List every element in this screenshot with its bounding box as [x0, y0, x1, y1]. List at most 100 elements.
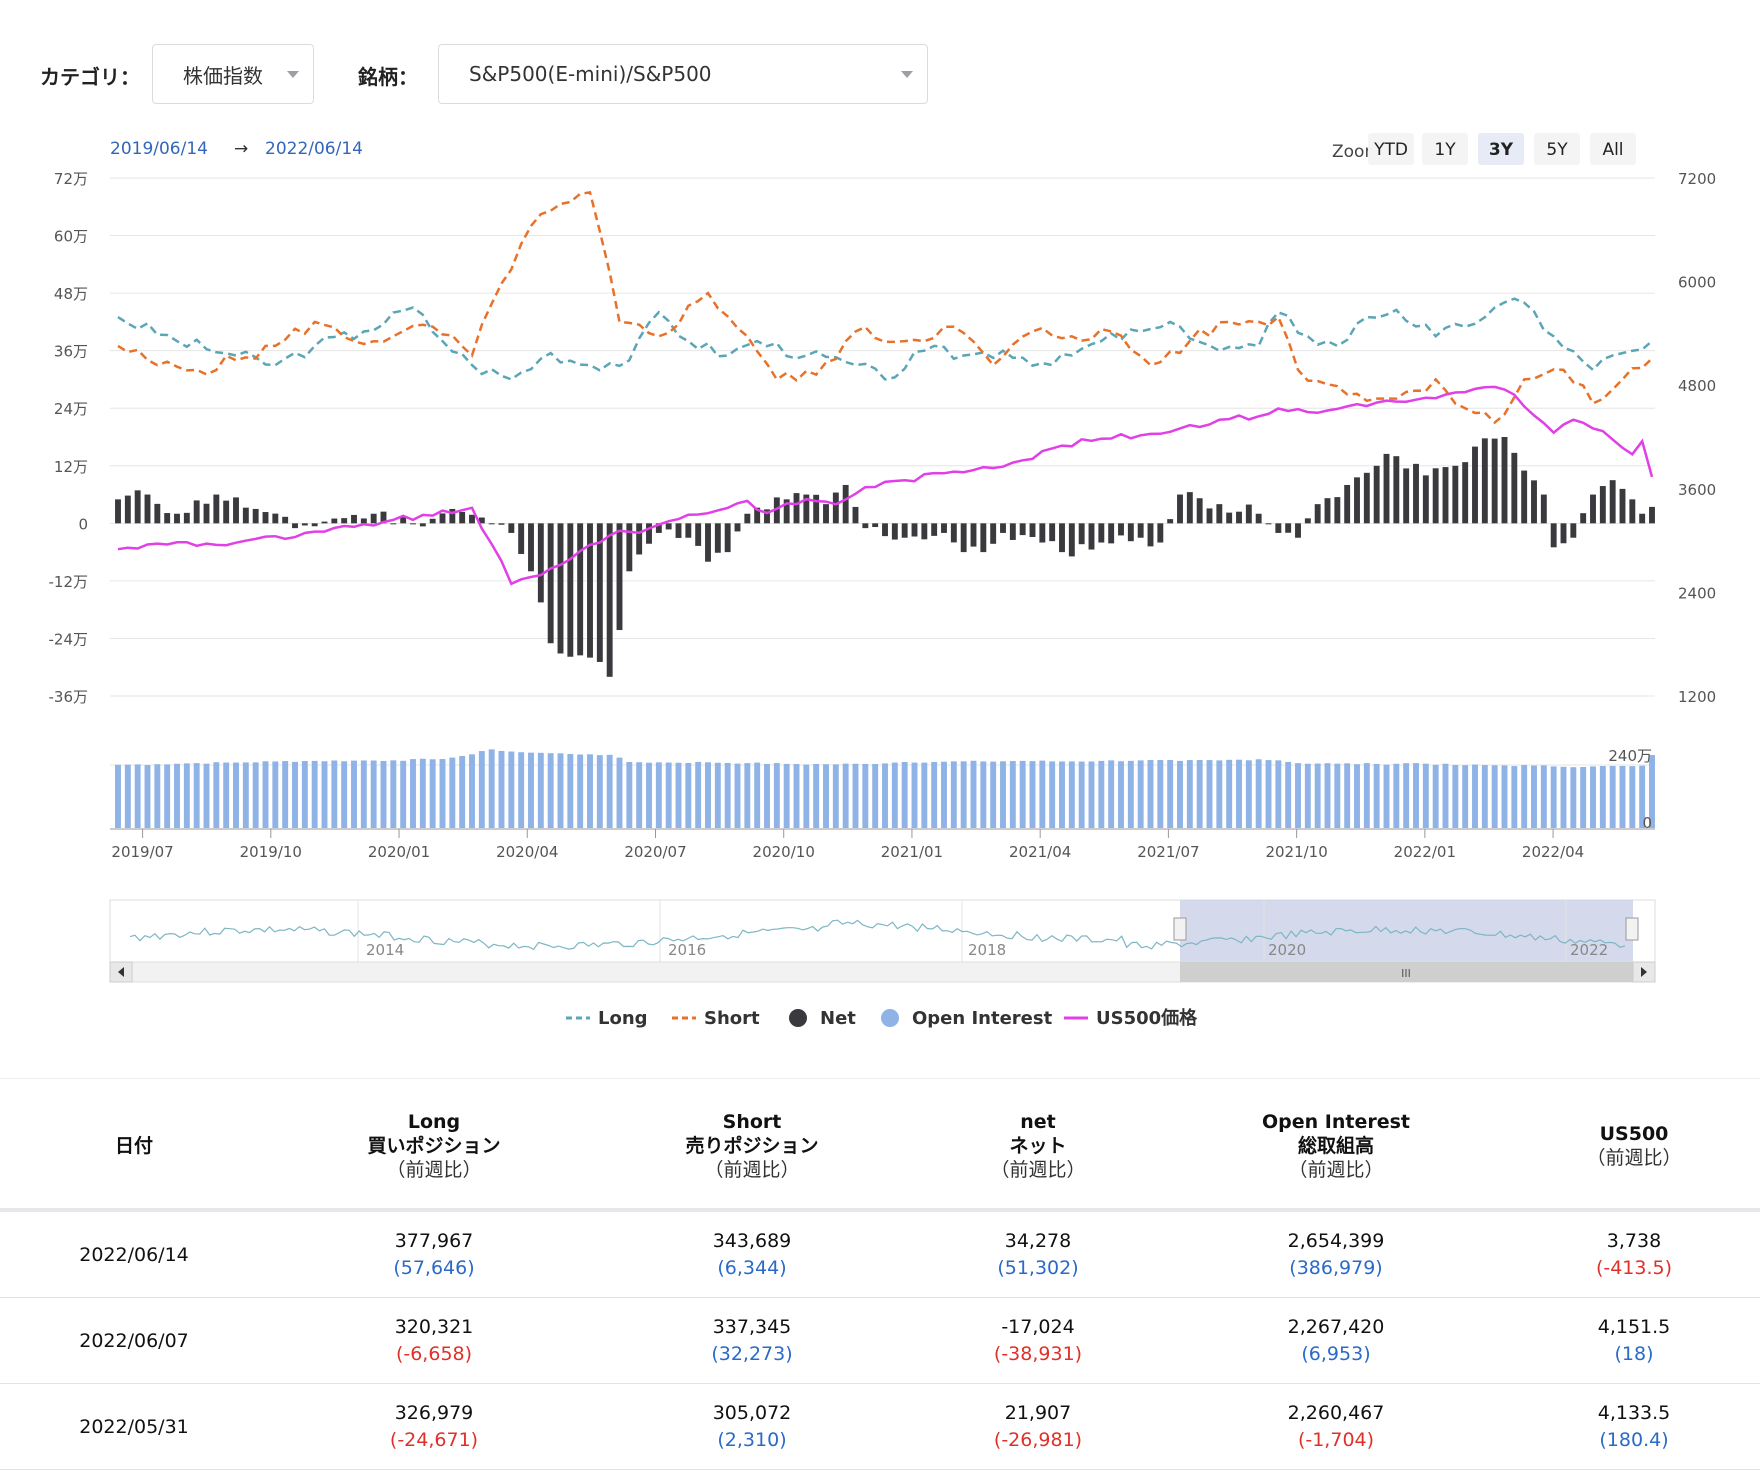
left-tick-label: 24万 — [54, 400, 88, 418]
net-bar — [1344, 484, 1351, 524]
symbol-label: 銘柄： — [358, 65, 418, 89]
value-cell: 2,654,399 (386,979) — [1176, 1212, 1496, 1298]
navigator-label: 2022 — [1570, 941, 1608, 959]
oi-bar — [1295, 763, 1301, 828]
x-tick-label: 2020/01 — [368, 843, 430, 861]
oi-bar — [1383, 764, 1390, 828]
column-header: net ネット （前週比） — [908, 1079, 1168, 1213]
oi-bar — [1413, 763, 1419, 828]
oi-bar — [193, 763, 200, 828]
net-bar — [1186, 492, 1193, 524]
oi-bar — [518, 752, 525, 828]
net-bar — [646, 523, 652, 544]
net-bar — [1295, 523, 1301, 538]
oi-bar — [1304, 763, 1311, 828]
column-header-line: net — [1020, 1111, 1056, 1133]
zoom-button-ytd[interactable] — [1368, 133, 1414, 165]
oi-bar — [1403, 763, 1410, 828]
cell-change: (386,979) — [1289, 1257, 1383, 1279]
long-line — [117, 297, 1653, 381]
category-select[interactable]: 株価指数 — [152, 44, 314, 104]
left-tick-label: -36万 — [49, 688, 89, 706]
net-bar — [1167, 519, 1174, 524]
cell-value: 337,345 — [712, 1316, 792, 1338]
oi-bar — [1157, 760, 1164, 828]
oi-bar — [931, 761, 938, 828]
oi-bar — [1206, 760, 1213, 828]
oi-bar — [1649, 755, 1655, 828]
net-bar — [115, 499, 121, 524]
net-bar — [872, 523, 879, 528]
net-bar — [1177, 494, 1183, 524]
positions-table: 日付 Long 買いポジション （前週比） Short 売りポジション （前週比） net ネッ… — [0, 1078, 1760, 1470]
category-value: 株価指数 — [183, 63, 263, 88]
column-header-line: 買いポジション — [367, 1135, 501, 1157]
cell-change: (32,273) — [711, 1343, 793, 1365]
range-from[interactable]: 2019/06/14 — [110, 139, 208, 159]
legend-item-open-interest[interactable]: Open Interest — [912, 1008, 1053, 1029]
oi-bar — [292, 761, 298, 828]
value-cell: -17,024 (-38,931) — [908, 1298, 1168, 1384]
net-bar — [557, 523, 564, 654]
left-tick-label: 72万 — [54, 170, 88, 188]
net-bar — [1039, 523, 1046, 543]
oi-bar — [941, 761, 947, 828]
net-bar — [1108, 523, 1115, 544]
legend-item-us500-[interactable]: US500価格 — [1096, 1007, 1198, 1029]
net-bar — [990, 523, 997, 544]
oi-bar — [1491, 765, 1498, 828]
net-bar — [1118, 523, 1124, 536]
zoom-button-all[interactable] — [1590, 133, 1636, 165]
oi-bar — [1196, 760, 1203, 828]
oi-bar — [587, 754, 593, 828]
range-to[interactable]: 2022/06/14 — [265, 139, 363, 159]
net-bar — [832, 492, 839, 524]
net-bar — [1068, 523, 1075, 557]
legend: Long Short Net Open Interest US500価格 — [566, 1007, 1198, 1029]
symbol-select[interactable]: S&P500(E-mini)/S&P500 — [438, 44, 928, 104]
cell-value: 4,133.5 — [1597, 1402, 1671, 1424]
cell-change: (18) — [1614, 1343, 1654, 1365]
zoom-button-1y[interactable] — [1422, 133, 1468, 165]
net-bar — [351, 514, 357, 524]
oi-bar — [1137, 760, 1144, 828]
net-bar — [1511, 452, 1518, 524]
net-bar — [1599, 486, 1606, 524]
oi-bar — [262, 761, 269, 828]
legend-item-long[interactable]: Long — [598, 1008, 648, 1029]
left-tick-label: 48万 — [54, 285, 88, 303]
column-header-line: （前週比） — [990, 1159, 1086, 1181]
oi-bar — [832, 764, 839, 828]
oi-bar — [734, 763, 741, 828]
zoom-button-5y[interactable] — [1534, 133, 1580, 165]
value-cell: 34,278 (51,302) — [908, 1212, 1168, 1298]
net-bar — [1019, 523, 1026, 536]
net-bar — [1236, 511, 1242, 524]
net-bar — [1324, 498, 1331, 524]
oi-bar — [1275, 760, 1282, 828]
net-bar — [862, 523, 869, 529]
legend-item-short[interactable]: Short — [704, 1008, 760, 1029]
value-cell: 4,133.5 (180.4) — [1524, 1384, 1744, 1470]
net-bar — [764, 509, 770, 524]
legend-item-net[interactable]: Net — [820, 1008, 856, 1029]
oi-bar — [596, 755, 603, 828]
oi-bar — [547, 753, 554, 828]
oi-bar — [1186, 760, 1193, 828]
net-bar — [1521, 470, 1528, 524]
cell-value: 343,689 — [712, 1230, 792, 1252]
net-bar — [1590, 494, 1596, 524]
net-bar — [233, 497, 239, 524]
navigator[interactable]: 2014 2016 2018 2020 2022 III — [109, 899, 1656, 983]
zoom-button-3y[interactable] — [1478, 133, 1524, 165]
oi-bar — [242, 762, 249, 828]
net-bar — [164, 513, 171, 524]
oi-bar — [380, 760, 387, 828]
oi-bar — [282, 761, 289, 828]
left-tick-label: -12万 — [49, 573, 89, 591]
oi-bar — [115, 764, 121, 828]
navigator-series — [129, 919, 1626, 951]
net-bar — [577, 523, 584, 656]
oi-bar — [567, 754, 574, 828]
oi-bar — [183, 763, 190, 828]
